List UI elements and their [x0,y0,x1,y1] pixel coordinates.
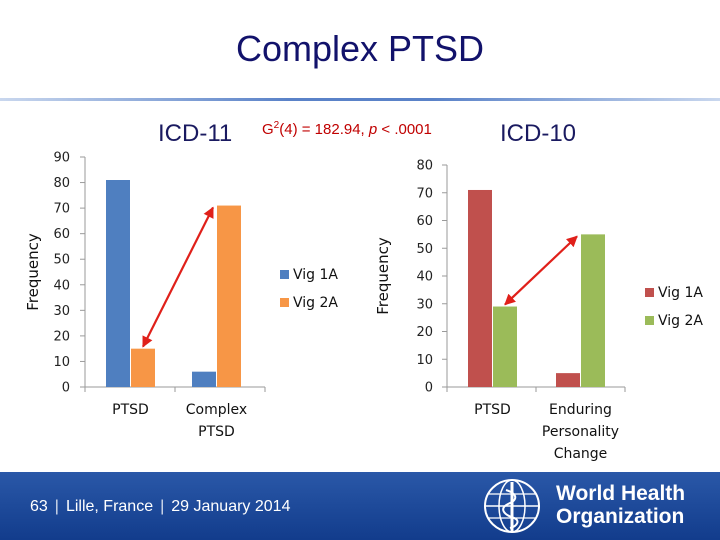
legend-label-left: Vig 1A [293,267,338,283]
footer-bar: 63 | Lille, France | 29 January 2014 World H… [0,472,720,540]
bar-right-series0-cat1 [556,373,580,387]
who-name-line2: Organization [556,505,685,528]
y-tick-label-right: 0 [425,381,433,396]
legend-label-right: Vig 1A [658,285,703,301]
icd11-label: ICD-11 [158,120,233,147]
y-tick-label-right: 80 [416,159,433,174]
bar-left-series0-cat1 [192,371,216,387]
icd10-label: ICD-10 [500,120,577,147]
y-tick-label-left: 30 [53,304,70,319]
y-tick-label-right: 50 [416,242,433,257]
legend-swatch-left [280,298,289,307]
stat-sup: 2 [273,120,280,131]
charts: 0 10 20 30 40 50 60 70 80 90 Frequency PTSD Complex P… [24,151,703,463]
category-label-right: Enduring [549,402,612,418]
y-tick-label-left: 40 [53,278,70,293]
y-tick-label-left: 0 [62,381,70,396]
bar-right-series1-cat1 [581,234,605,387]
y-tick-label-right: 70 [416,186,433,201]
who-emblem-icon [484,479,540,533]
y-tick-label-left: 10 [53,355,70,370]
y-tick-label-left: 80 [53,176,70,191]
y-axis-title-left: Frequency [24,233,42,311]
page-number: 63 [30,498,48,515]
legend-label-right: Vig 2A [658,313,703,329]
stat-prefix: G [262,121,274,138]
footer-date: 29 January 2014 [171,498,291,515]
y-tick-label-right: 20 [416,325,433,340]
y-axis-title-right: Frequency [374,237,392,315]
legend-swatch-left [280,270,289,279]
legend-label-left: Vig 2A [293,295,338,311]
category-label-left: Complex [186,402,247,418]
legend-swatch-right [645,288,654,297]
category-label-right: Change [554,446,608,462]
y-tick-label-left: 90 [53,151,70,166]
y-tick-label-left: 70 [53,202,70,217]
y-tick-label-right: 30 [416,297,433,312]
stat-rest: < .0001 [377,121,432,138]
y-tick-label-left: 60 [53,227,70,242]
category-label-right: Personality [542,424,619,440]
category-label-right: PTSD [474,402,511,418]
footer-location: Lille, France [65,498,154,515]
footer-separator: | [54,498,59,515]
comparison-arrow-right [504,235,578,306]
category-label-left: PTSD [198,424,235,440]
y-tick-label-right: 40 [416,270,433,285]
bar-left-series1-cat0 [131,348,155,387]
slide-title: Complex PTSD [235,28,485,69]
legend-swatch-right [645,316,654,325]
footer-text: 63 | Lille, France | 29 January 2014 [30,498,290,516]
statistic-label: G2(4) = 182.94, p < .0001 [262,120,432,138]
bar-right-series0-cat0 [468,189,492,387]
who-name: World Health Organization [556,482,685,528]
who-name-line1: World Health [556,482,686,505]
y-tick-label-right: 10 [416,353,433,368]
title-divider [0,98,720,101]
footer-separator: | [160,498,165,515]
category-label-left: PTSD [112,402,149,418]
stat-p: p [368,121,378,138]
comparison-arrow-left [142,206,214,348]
bar-right-series1-cat0 [493,306,517,387]
y-tick-label-left: 20 [53,329,70,344]
y-tick-label-left: 50 [53,253,70,268]
bar-left-series1-cat1 [217,205,241,387]
stat-mid: (4) = 182.94, [279,121,369,138]
y-tick-label-right: 60 [416,214,433,229]
bar-left-series0-cat0 [106,180,130,387]
